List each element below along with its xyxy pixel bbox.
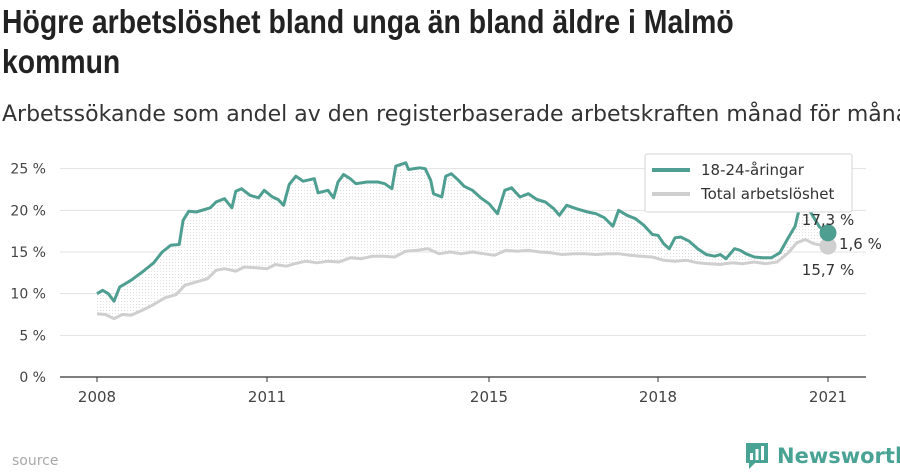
y-tick-label: 10 % <box>10 287 46 303</box>
legend-label: 18-24-åringar <box>701 161 805 179</box>
y-tick-label: 25 % <box>10 162 46 178</box>
end-point-total <box>819 237 837 255</box>
x-tick-label: 2008 <box>78 388 116 406</box>
end-label-youth: 17,3 % <box>802 211 854 229</box>
y-tick-label: 20 % <box>10 203 46 219</box>
brand-logo: Newsworthy <box>744 440 900 472</box>
y-tick-label: 0 % <box>19 370 46 386</box>
series-line-youth <box>96 161 829 303</box>
y-tick-label: 5 % <box>19 328 46 344</box>
legend-box <box>644 153 853 213</box>
subtitle: Arbetssökande som andel av den registerb… <box>2 102 900 127</box>
bar-chart-logo-icon <box>746 443 768 469</box>
page-title: Högre arbetslöshet bland unga än bland ä… <box>2 2 767 82</box>
end-label-total: 15,7 % <box>802 261 854 279</box>
x-tick-label: 2011 <box>248 388 286 406</box>
x-tick-label: 2021 <box>809 388 847 406</box>
end-point-youth <box>819 224 837 242</box>
x-tick-label: 2015 <box>470 388 508 406</box>
title-line-1: Högre arbetslöshet bland unga än bland ä… <box>2 3 734 40</box>
series-line-total <box>96 238 829 321</box>
y-tick-label: 15 % <box>10 245 46 261</box>
x-tick-label: 2018 <box>639 388 677 406</box>
brand-name: Newsworthy <box>777 444 900 468</box>
source-link[interactable]: source <box>12 453 59 469</box>
title-line-2: kommun <box>2 43 121 80</box>
legend-label: Total arbetslöshet <box>700 185 835 203</box>
gap-label: 1,6 % <box>839 235 882 253</box>
